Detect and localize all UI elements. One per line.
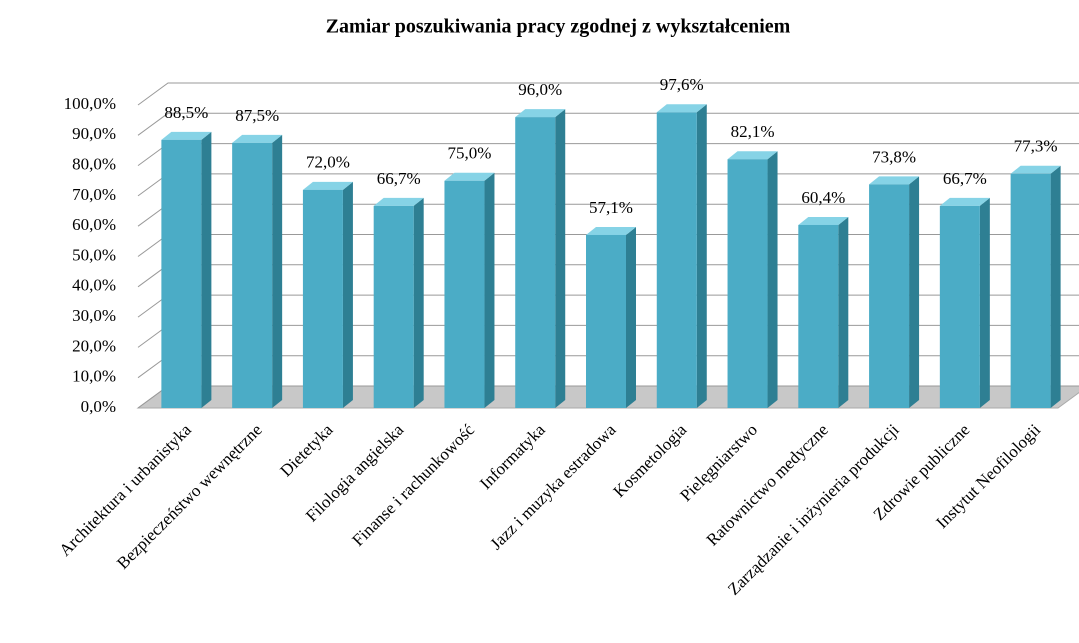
grid-line	[137, 82, 1079, 106]
x-tick-label: Bezpieczeństwo wewnętrzne	[113, 420, 266, 573]
value-label: 88,5%	[164, 103, 208, 122]
x-tick-label: Dietetyka	[276, 420, 336, 480]
bar	[656, 104, 707, 408]
y-tick-label: 50,0%	[72, 245, 116, 264]
bar	[939, 197, 990, 408]
value-label: 75,0%	[448, 144, 492, 163]
bar	[444, 172, 495, 408]
y-tick-label: 80,0%	[72, 155, 116, 174]
x-tick-label: Jazz i muzyka estradowa	[486, 420, 620, 554]
bar	[161, 131, 212, 408]
x-tick-label: Ratownictwo medyczne	[703, 420, 832, 549]
value-label: 60,4%	[801, 188, 845, 207]
chart-title: Zamiar poszukiwania pracy zgodnej z wyks…	[326, 16, 791, 38]
y-tick-label: 70,0%	[72, 185, 116, 204]
bar	[798, 216, 849, 408]
value-label: 73,8%	[872, 147, 916, 166]
y-tick-label: 60,0%	[72, 215, 116, 234]
bar	[1010, 165, 1061, 408]
grid-line	[137, 112, 1079, 136]
x-tick-label: Architektura i urbanistyka	[55, 420, 195, 560]
bar	[586, 226, 636, 408]
value-label: 66,7%	[377, 169, 421, 188]
value-label: 87,5%	[235, 106, 279, 125]
y-tick-label: 0,0%	[81, 397, 116, 416]
y-tick-label: 40,0%	[72, 276, 116, 295]
value-label: 57,1%	[589, 198, 633, 217]
bar	[727, 151, 778, 408]
value-label: 97,6%	[660, 75, 704, 94]
y-tick-label: 20,0%	[72, 336, 116, 355]
bar	[232, 134, 283, 408]
bar	[869, 176, 920, 408]
y-tick-label: 10,0%	[72, 367, 116, 386]
bar	[302, 181, 353, 408]
y-tick-label: 90,0%	[72, 124, 116, 143]
value-label: 72,0%	[306, 153, 350, 172]
bar	[515, 109, 566, 409]
value-label: 96,0%	[518, 80, 562, 99]
y-tick-label: 100,0%	[64, 94, 116, 113]
value-label: 66,7%	[943, 169, 987, 188]
y-tick-label: 30,0%	[72, 306, 116, 325]
x-tick-label: Informatyka	[476, 420, 549, 493]
bar	[373, 197, 424, 408]
x-tick-label: Finanse i rachunkowość	[348, 420, 478, 550]
value-label: 82,1%	[731, 122, 775, 141]
value-label: 77,3%	[1014, 137, 1058, 156]
